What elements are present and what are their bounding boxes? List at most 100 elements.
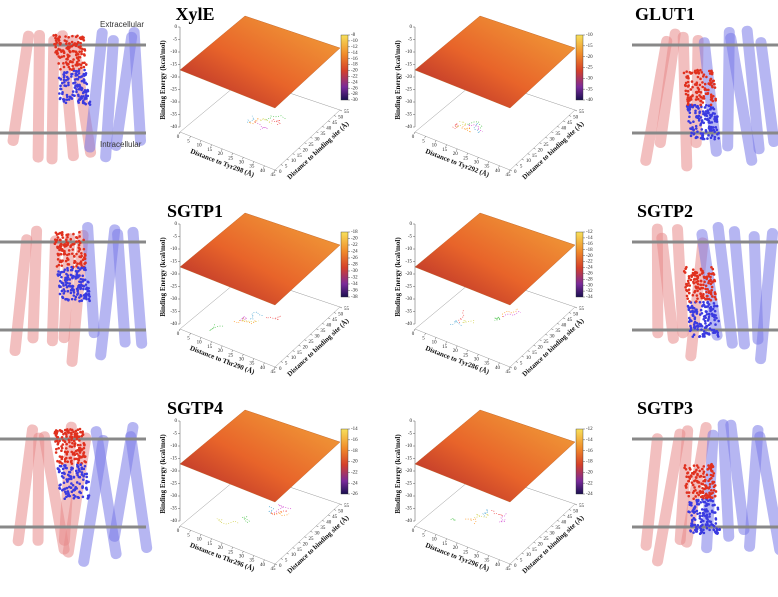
x-tick-label: 0 bbox=[412, 529, 415, 534]
ligand-dot bbox=[698, 334, 702, 338]
ligand-dot bbox=[63, 497, 67, 501]
ligand-dot bbox=[708, 524, 711, 528]
ligand-dot bbox=[699, 267, 703, 271]
ligand-dot bbox=[699, 527, 703, 531]
ligand-dot bbox=[687, 288, 691, 291]
ligand-dot bbox=[713, 304, 717, 308]
ligand-dot bbox=[701, 137, 705, 141]
ligand-dot bbox=[713, 137, 716, 141]
ligand-dot bbox=[709, 136, 713, 140]
ligand-dot bbox=[692, 128, 695, 131]
ligand-dot bbox=[689, 529, 693, 533]
ligand-dot bbox=[713, 484, 717, 487]
ligand-dot bbox=[85, 82, 89, 86]
ligand-dot bbox=[697, 90, 701, 93]
ligand-dot bbox=[692, 132, 696, 135]
ligand-dot bbox=[59, 483, 62, 486]
ligand-dot bbox=[701, 134, 704, 138]
y-tick-label: 50 bbox=[573, 313, 579, 318]
ligand-dot bbox=[80, 75, 84, 78]
x-tick bbox=[263, 165, 265, 168]
ligand-dot bbox=[685, 289, 689, 293]
y-tick-label: 25 bbox=[544, 143, 550, 148]
ligand-dot bbox=[79, 283, 83, 287]
ligand-dot bbox=[77, 59, 81, 62]
x-tick bbox=[434, 140, 437, 143]
ligand-dot bbox=[717, 131, 720, 135]
ligand-dot bbox=[58, 285, 61, 289]
x-tick-label: 40 bbox=[495, 366, 501, 371]
colorbar-tick-label: -20 bbox=[351, 460, 358, 465]
ligand-dot bbox=[685, 70, 688, 73]
ligand-dot bbox=[698, 469, 701, 473]
z-tick-label: -15 bbox=[405, 63, 412, 68]
ligand-dot bbox=[83, 460, 86, 463]
ligand-dot bbox=[684, 92, 688, 96]
ligand-dot bbox=[709, 520, 713, 524]
y-tick bbox=[286, 355, 289, 358]
helix bbox=[672, 224, 689, 339]
colorbar-tick-label: -40 bbox=[586, 98, 593, 103]
ligand-dot bbox=[69, 273, 73, 277]
panel-title: SGTP3 bbox=[637, 398, 693, 418]
ligand-dot bbox=[710, 129, 714, 132]
y-tick bbox=[557, 126, 560, 128]
ligand-dot bbox=[688, 477, 692, 480]
colorbar-tick-label: -22 bbox=[351, 75, 358, 80]
ligand-dot bbox=[58, 279, 62, 283]
y-tick-label: 40 bbox=[561, 324, 567, 329]
ligand-dot bbox=[702, 317, 706, 321]
ligand-dot bbox=[78, 470, 81, 473]
x-tick-label: 0 bbox=[412, 135, 415, 140]
ligand-dot bbox=[84, 283, 88, 286]
ligand-dot bbox=[708, 528, 711, 532]
y-tick bbox=[339, 306, 343, 309]
trajectory bbox=[209, 324, 224, 332]
ligand-dot bbox=[68, 282, 72, 285]
ligand-dot bbox=[62, 284, 65, 287]
ligand-dot bbox=[707, 134, 710, 137]
panel-title: SGTP2 bbox=[637, 201, 693, 221]
ligand-dot bbox=[692, 531, 695, 534]
colorbar-tick-label: -22 bbox=[351, 470, 358, 475]
ligand-dot bbox=[688, 510, 691, 514]
ligand-dot bbox=[64, 101, 68, 105]
ligand-dot bbox=[710, 121, 714, 124]
ligand-dot bbox=[712, 273, 716, 276]
ligand-dot bbox=[77, 75, 81, 79]
helix bbox=[717, 419, 735, 542]
ligand-dot bbox=[80, 471, 84, 474]
ligand-dot bbox=[56, 467, 60, 470]
helix bbox=[127, 226, 148, 349]
ligand-dot bbox=[66, 430, 70, 434]
ligand-dot bbox=[707, 303, 711, 306]
ligand-dot bbox=[75, 481, 79, 484]
trajectory bbox=[501, 308, 518, 317]
y-tick-label: 25 bbox=[309, 143, 315, 148]
colorbar-tick-label: -12 bbox=[586, 230, 593, 235]
z-tick-label: 0 bbox=[410, 222, 413, 227]
ligand-dot bbox=[709, 93, 713, 97]
ligand-dot bbox=[690, 71, 694, 75]
ligand-dot bbox=[683, 464, 687, 467]
ligand-dot bbox=[87, 297, 91, 301]
x-tick bbox=[445, 538, 447, 541]
ligand-dot bbox=[692, 104, 696, 107]
x-tick-label: 25 bbox=[228, 550, 234, 555]
z-tick-label: -15 bbox=[405, 260, 412, 265]
helix bbox=[82, 222, 100, 339]
ligand-dot bbox=[54, 39, 58, 42]
ligand-dot bbox=[80, 299, 84, 302]
y-tick bbox=[509, 169, 513, 172]
ligand-dot bbox=[705, 312, 709, 316]
helix bbox=[84, 27, 108, 153]
x-tick-label: 40 bbox=[260, 563, 266, 568]
trajectory bbox=[241, 317, 259, 323]
y-tick-label: 0 bbox=[279, 170, 282, 175]
y-tick bbox=[322, 323, 325, 325]
energy-surface bbox=[179, 409, 341, 503]
ligand-dot bbox=[75, 240, 78, 243]
ligand-dot bbox=[697, 485, 701, 488]
ligand-dot bbox=[702, 528, 705, 532]
ligand-dot bbox=[80, 52, 83, 56]
